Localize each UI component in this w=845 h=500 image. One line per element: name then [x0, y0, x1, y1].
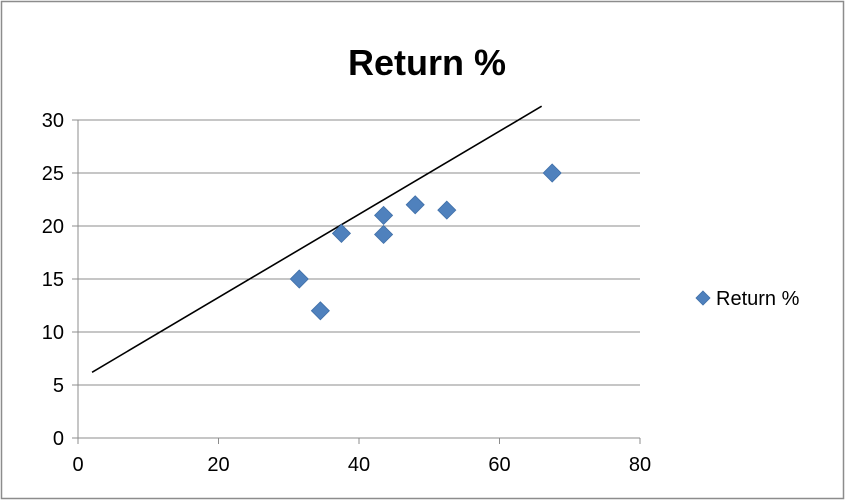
- trend-line-group: [91, 105, 543, 373]
- data-points: [289, 163, 562, 321]
- data-point: [405, 195, 425, 215]
- y-tick-label: 10: [42, 322, 64, 344]
- x-tick-label: 0: [72, 454, 83, 476]
- data-point: [331, 223, 352, 243]
- x-tick-label: 80: [629, 454, 651, 476]
- y-tick-label: 25: [42, 163, 64, 185]
- y-tick-label: 30: [42, 110, 64, 132]
- data-point: [374, 224, 394, 245]
- legend-label: Return %: [716, 288, 800, 310]
- legend-marker: [695, 290, 711, 306]
- x-tick-label: 60: [488, 454, 510, 476]
- y-tick-label: 15: [42, 269, 64, 291]
- legend: Return %: [695, 288, 800, 310]
- data-point: [374, 205, 394, 225]
- trend-line: [91, 105, 543, 373]
- y-tick-label: 0: [53, 428, 64, 450]
- x-tick-label: 20: [207, 454, 229, 476]
- y-tick-label: 5: [53, 375, 64, 397]
- y-tick-label: 20: [42, 216, 64, 238]
- data-point: [289, 269, 309, 289]
- chart-title: Return %: [348, 42, 506, 83]
- data-point: [437, 200, 457, 220]
- gridlines: [78, 119, 640, 386]
- x-tick-label: 40: [348, 454, 370, 476]
- data-point: [310, 301, 330, 321]
- data-point: [542, 163, 562, 183]
- axes: 0 5 10 15 20 25 30 0 20 40 60 80: [42, 110, 651, 476]
